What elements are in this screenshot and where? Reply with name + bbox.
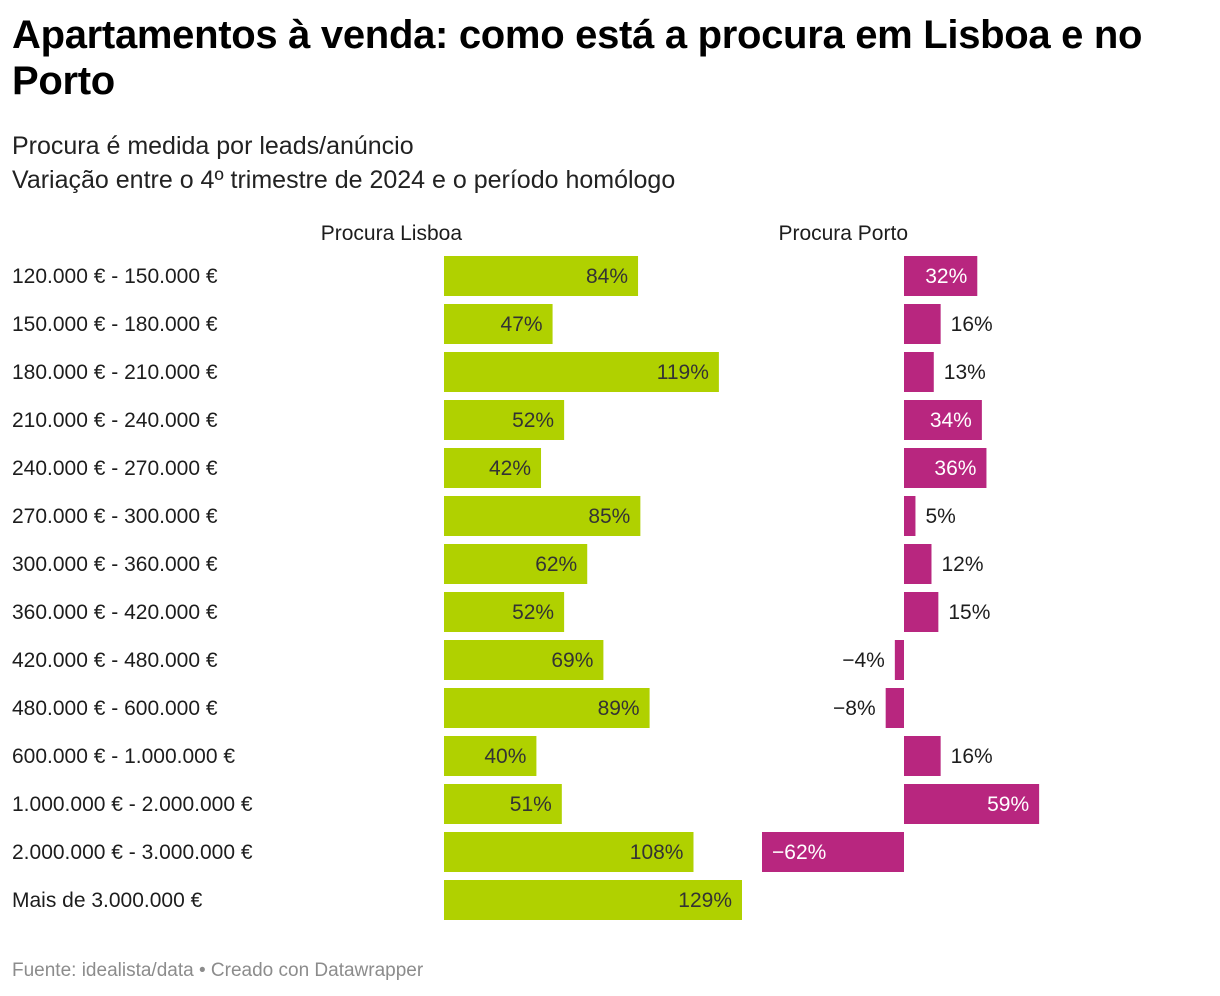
footer-credit: Creado con Datawrapper: [210, 960, 424, 981]
category-label: 300.000 € - 360.000 €: [12, 553, 218, 576]
value-label-lisboa: 108%: [630, 841, 684, 864]
value-label-lisboa: 62%: [535, 553, 577, 576]
value-label-lisboa: 40%: [484, 745, 526, 768]
category-label: 360.000 € - 420.000 €: [12, 601, 218, 624]
category-label: 150.000 € - 180.000 €: [12, 313, 218, 336]
value-label-lisboa: 89%: [598, 697, 640, 720]
value-label-porto: 34%: [930, 409, 972, 432]
value-label-porto: 32%: [925, 265, 967, 288]
bar-porto: [904, 544, 932, 584]
value-label-porto: 16%: [951, 313, 993, 336]
bar-chart: Procura Lisboa Procura Porto 120.000 € - …: [12, 222, 1040, 920]
value-label-porto: 36%: [934, 457, 976, 480]
value-label-lisboa: 47%: [501, 313, 543, 336]
bar-lisboa: [444, 592, 565, 632]
bar-lisboa: [444, 832, 694, 872]
category-label: 180.000 € - 210.000 €: [12, 361, 218, 384]
bar-porto: [904, 400, 982, 440]
category-label: 480.000 € - 600.000 €: [12, 697, 218, 720]
value-label-porto: 59%: [987, 793, 1029, 816]
value-label-lisboa: 69%: [551, 649, 593, 672]
category-label: 1.000.000 € - 2.000.000 €: [12, 793, 253, 816]
value-label-porto: −62%: [772, 841, 826, 864]
chart-subtitle-measure: Procura é medida por leads/anúncio: [12, 132, 414, 160]
value-label-porto: 12%: [941, 553, 983, 576]
bar-porto: [904, 256, 978, 296]
header-lisboa: Procura Lisboa: [321, 222, 463, 245]
bar-porto: [904, 736, 941, 776]
value-label-porto: 16%: [951, 745, 993, 768]
value-label-lisboa: 52%: [512, 409, 554, 432]
bar-porto: [885, 688, 904, 728]
category-label: 210.000 € - 240.000 €: [12, 409, 218, 432]
bar-lisboa: [444, 784, 562, 824]
category-labels: 120.000 € - 150.000 € 150.000 € - 180.000…: [12, 265, 253, 912]
category-label: 2.000.000 € - 3.000.000 €: [12, 841, 253, 864]
category-label: 270.000 € - 300.000 €: [12, 505, 218, 528]
category-label: 600.000 € - 1.000.000 €: [12, 745, 235, 768]
value-label-lisboa: 52%: [512, 601, 554, 624]
footer-source: Fuente: idealista/data: [12, 960, 194, 981]
bar-lisboa: [444, 496, 641, 536]
porto-series: 32% 16% 13% 34% 36% 5% 12% 15% −4% −8% 16% 59% −62%: [762, 256, 1040, 872]
value-label-lisboa: 42%: [489, 457, 531, 480]
bar-lisboa: [444, 400, 565, 440]
bar-lisboa: [444, 640, 604, 680]
value-label-porto: 13%: [944, 361, 986, 384]
bar-porto: [904, 304, 941, 344]
bar-porto: [762, 832, 904, 872]
bar-porto: [894, 640, 904, 680]
bar-lisboa: [444, 736, 537, 776]
value-label-porto: 15%: [948, 601, 990, 624]
category-label: Mais de 3.000.000 €: [12, 889, 203, 912]
header-porto: Procura Porto: [778, 222, 908, 245]
chart-title: Apartamentos à venda: como está a procur…: [12, 13, 1143, 103]
footer-separator: •: [198, 960, 206, 981]
bar-lisboa: [444, 688, 650, 728]
bar-lisboa: [444, 352, 719, 392]
value-label-porto: −4%: [842, 649, 885, 672]
lisboa-series: 84% 47% 119% 52% 42% 85% 62% 52% 69% 89% 40% 51% 108…: [444, 256, 742, 920]
value-label-porto: −8%: [833, 697, 876, 720]
value-label-porto: 5%: [925, 505, 955, 528]
column-headers: Procura Lisboa Procura Porto: [321, 222, 908, 245]
bar-lisboa: [444, 304, 553, 344]
footer: Fuente: idealista/data • Creado con Data…: [12, 960, 423, 982]
bar-porto: [904, 592, 939, 632]
chart-subtitle-period: Variação entre o 4º trimestre de 2024 e …: [12, 166, 676, 194]
bar-lisboa: [444, 880, 742, 920]
bar-porto: [904, 448, 987, 488]
category-label: 240.000 € - 270.000 €: [12, 457, 218, 480]
bar-lisboa: [444, 448, 542, 488]
value-label-lisboa: 51%: [510, 793, 552, 816]
bar-porto: [904, 352, 934, 392]
value-label-lisboa: 119%: [657, 361, 709, 384]
value-label-lisboa: 85%: [588, 505, 630, 528]
value-label-lisboa: 84%: [586, 265, 628, 288]
bar-lisboa: [444, 544, 588, 584]
value-label-lisboa: 129%: [678, 889, 732, 912]
category-label: 420.000 € - 480.000 €: [12, 649, 218, 672]
bar-lisboa: [444, 256, 639, 296]
bar-porto: [904, 784, 1040, 824]
bar-porto: [904, 496, 916, 536]
category-label: 120.000 € - 150.000 €: [12, 265, 218, 288]
